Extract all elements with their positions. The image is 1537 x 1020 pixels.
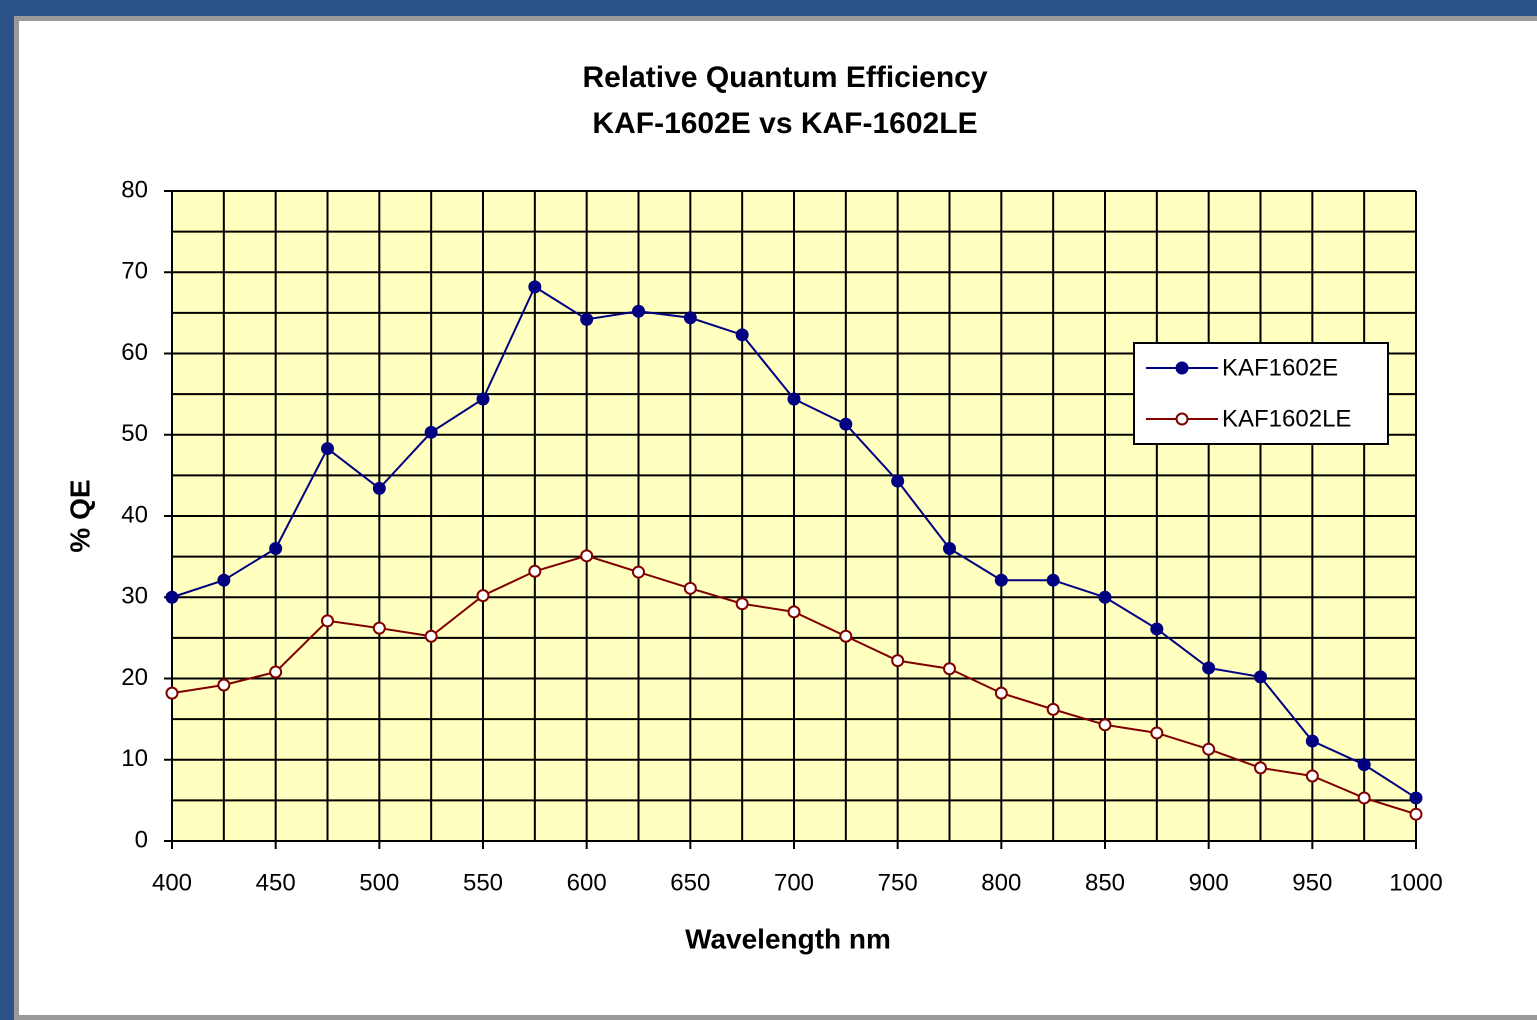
legend-box [1133,342,1389,445]
data-point [1150,726,1164,740]
data-point [1098,718,1112,732]
y-tick-label: 40 [121,501,148,528]
data-point [424,629,438,643]
data-point [1150,622,1164,636]
y-tick-label: 60 [121,339,148,366]
data-point [1409,807,1423,821]
data-point [735,597,749,611]
y-tick-label: 80 [121,176,148,203]
data-point [1305,734,1319,748]
data-point [580,549,594,563]
data-point [683,311,697,325]
data-point [632,304,645,318]
data-point [269,665,283,679]
y-tick-label: 10 [121,745,148,772]
x-axis-label: Wavelength nm [685,923,891,954]
data-point [787,392,801,406]
data-point [269,542,283,555]
y-axis-label: % QE [64,479,95,552]
data-point [217,573,231,587]
data-point [1098,590,1112,604]
data-point [321,614,334,628]
y-tick-label: 20 [121,664,148,691]
data-point [632,565,645,579]
data-point [1254,761,1267,775]
data-point [994,686,1008,700]
y-tick-label: 70 [121,258,148,285]
x-tick-label: 750 [878,869,918,896]
data-point [372,621,386,635]
chart-subtitle: KAF-1602E vs KAF-1602LE [592,107,977,140]
x-tick-label: 650 [670,869,710,896]
legend: KAF1602E KAF1602LE [1133,342,1389,445]
data-point [424,425,438,439]
data-point [1202,742,1216,756]
data-point [839,629,853,643]
data-point [1357,791,1371,805]
data-point [839,417,853,431]
x-tick-label: 900 [1189,869,1229,896]
data-point [1409,791,1423,805]
data-point [735,328,749,342]
legend-marker [1175,412,1189,426]
x-tick-label: 1000 [1389,869,1442,896]
data-point [372,481,386,495]
data-point [1254,670,1267,684]
legend-label: KAF1602E [1222,354,1338,381]
data-point [943,542,956,555]
data-point [217,678,231,692]
legend-marker [1175,361,1189,375]
data-point [476,589,490,603]
data-point [1305,769,1319,783]
data-point [683,581,697,595]
data-point [1046,702,1060,716]
data-point [787,605,801,619]
chart-title: Relative Quantum Efficiency [582,61,987,94]
data-point [165,686,179,700]
data-point [1202,661,1216,675]
data-point [891,654,905,668]
data-point [1357,758,1371,772]
data-point [165,590,179,604]
y-tick-label: 0 [135,826,148,853]
x-tick-label: 700 [774,869,814,896]
data-point [994,573,1008,587]
x-tick-label: 550 [463,869,503,896]
data-point [528,280,542,294]
x-tick-label: 600 [567,869,607,896]
data-point [476,392,490,406]
data-point [580,312,594,326]
x-tick-label: 500 [359,869,399,896]
x-tick-label: 950 [1292,869,1332,896]
data-point [943,662,956,676]
data-point [1046,573,1060,587]
x-tick-label: 400 [152,869,192,896]
legend-label: KAF1602LE [1222,405,1351,432]
x-tick-label: 450 [256,869,296,896]
y-tick-label: 50 [121,420,148,447]
x-tick-label: 800 [981,869,1021,896]
y-tick-label: 30 [121,583,148,610]
data-point [321,442,334,456]
x-tick-label: 850 [1085,869,1125,896]
data-point [528,564,542,578]
data-point [891,474,905,488]
